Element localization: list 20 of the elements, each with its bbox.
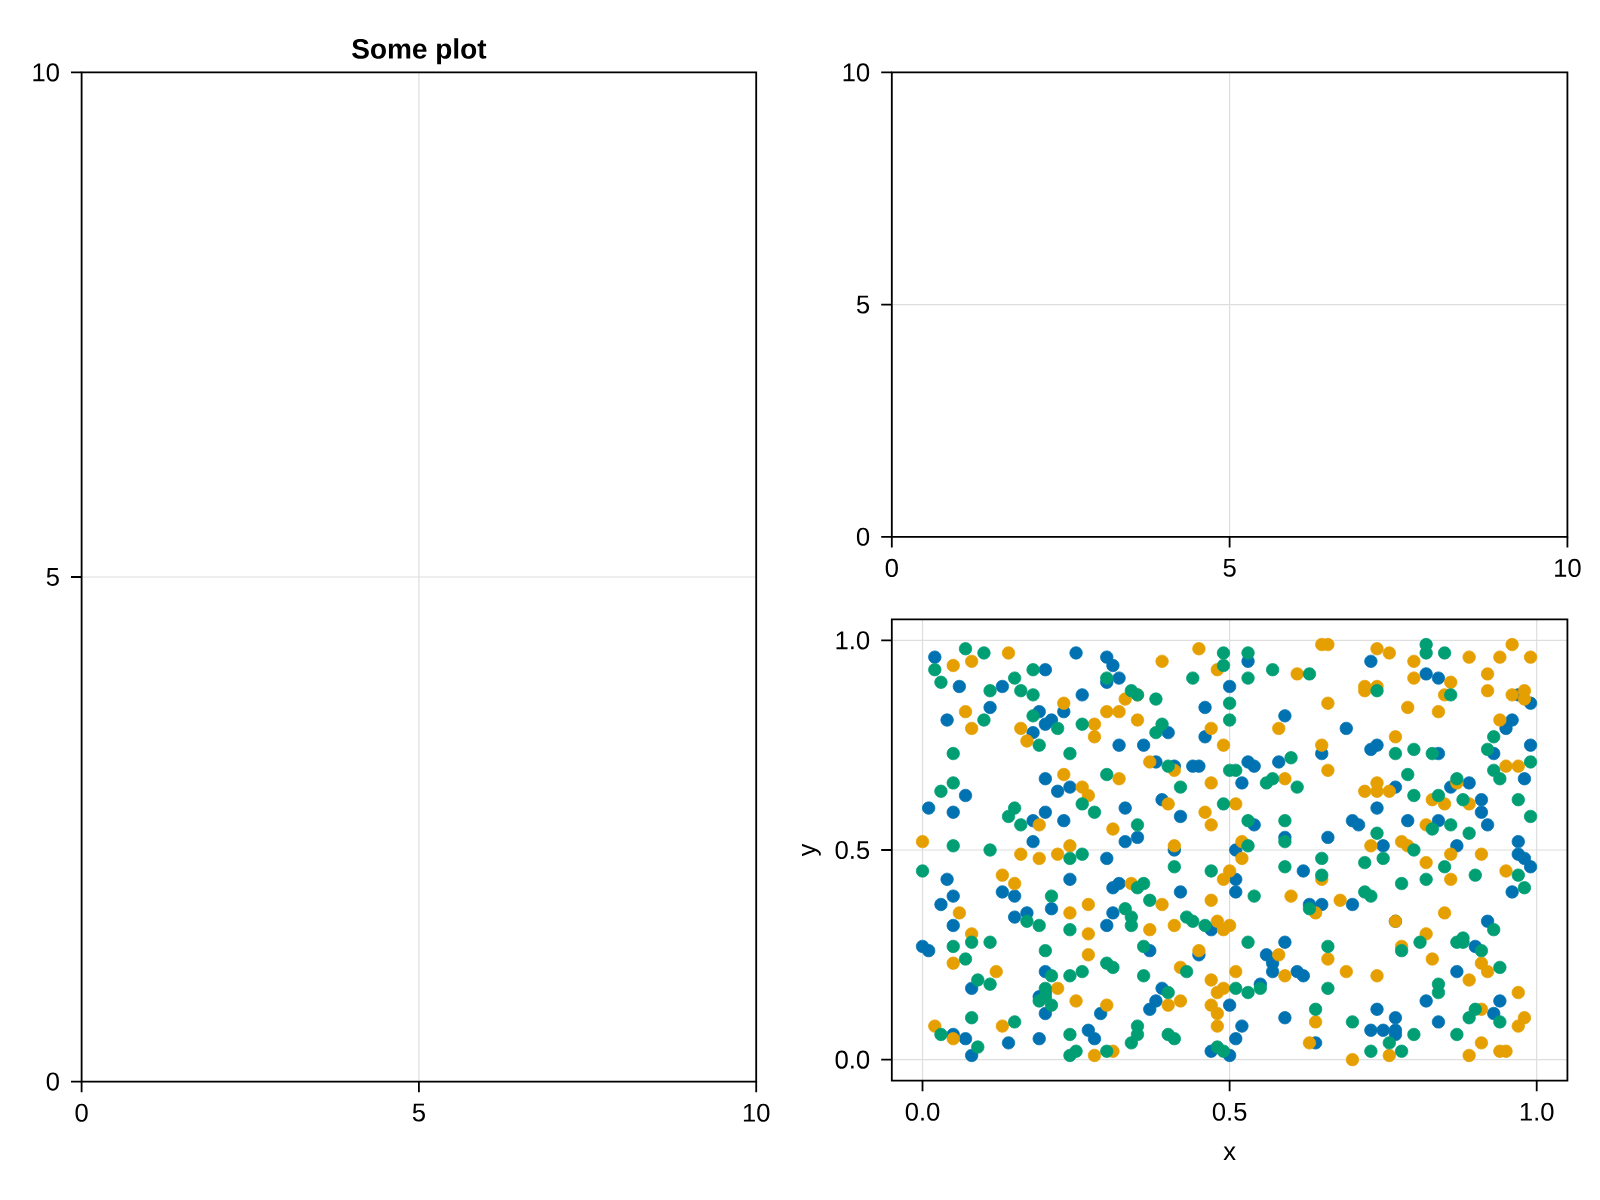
- y-tick-label: 0: [46, 1072, 59, 1091]
- x-tick-label: 0: [885, 558, 898, 577]
- x-axis-title: x: [1223, 1146, 1236, 1161]
- x-tick-label: 1.0: [1520, 1102, 1554, 1121]
- x-tick-label: 0.0: [905, 1102, 940, 1121]
- x-tick-label: 10: [1555, 558, 1581, 577]
- x-tick-label: 5: [1223, 558, 1236, 577]
- x-tick-label: 5: [412, 1103, 425, 1122]
- y-axis-title: y: [801, 843, 821, 857]
- chart-title: Some plot: [352, 38, 487, 65]
- x-tick-label: 0: [75, 1103, 88, 1122]
- y-tick-label: 1.0: [836, 631, 870, 650]
- y-tick-label: 0: [856, 527, 870, 546]
- y-tick-label: 10: [33, 63, 59, 82]
- y-tick-label: 0.0: [835, 1050, 870, 1069]
- x-tick-label: 10: [743, 1103, 770, 1122]
- y-tick-label: 0.5: [835, 840, 870, 860]
- x-tick-label: 0.5: [1212, 1102, 1247, 1121]
- y-tick-label: 5: [856, 295, 870, 314]
- y-tick-label: 10: [843, 63, 870, 82]
